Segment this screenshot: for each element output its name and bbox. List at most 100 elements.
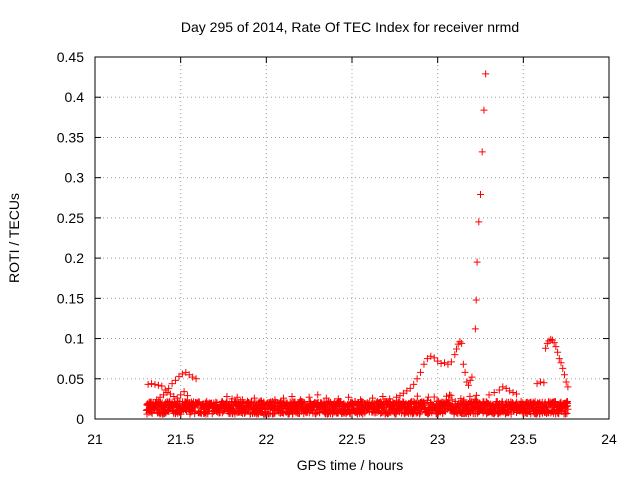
data-point [495, 386, 503, 394]
data-point [506, 387, 514, 395]
y-tick-label: 0.2 [65, 250, 85, 266]
data-point [440, 406, 448, 414]
data-point [560, 371, 568, 379]
y-tick-labels: 0 0.05 0.1 0.15 0.2 0.25 0.3 0.35 0.4 0.45 [57, 49, 84, 427]
data-point [451, 351, 459, 359]
data-point [151, 380, 159, 388]
data-point [480, 106, 488, 114]
data-point [490, 388, 498, 396]
x-tick-label: 24 [601, 431, 617, 447]
data-point [420, 360, 428, 368]
data-point [562, 378, 570, 386]
y-tick-label: 0.35 [57, 129, 84, 145]
data-point [512, 390, 520, 398]
data-point [545, 337, 553, 345]
data-point [441, 359, 449, 367]
data-point [542, 344, 550, 352]
data-point [413, 375, 421, 383]
y-tick-label: 0.45 [57, 49, 84, 65]
x-tick-label: 22.5 [338, 431, 365, 447]
x-tick-label: 21 [87, 431, 103, 447]
data-point [563, 398, 571, 406]
data-point [163, 388, 171, 396]
data-point [555, 409, 563, 417]
data-point [177, 391, 185, 399]
data-point [158, 382, 166, 390]
data-point [555, 355, 563, 363]
data-point [465, 381, 473, 389]
data-point [477, 191, 484, 199]
data-point [552, 343, 560, 351]
data-point [554, 348, 562, 356]
data-point [550, 339, 558, 347]
data-point [461, 368, 469, 376]
data-point [463, 378, 471, 386]
data-point [485, 391, 493, 399]
data-point [410, 380, 418, 388]
chart-title: Day 295 of 2014, Rate Of TEC Index for r… [181, 19, 519, 35]
data-point [482, 70, 490, 78]
data-point [475, 218, 483, 226]
data-points [143, 70, 572, 418]
data-point [430, 393, 438, 401]
y-tick-label: 0.3 [65, 170, 85, 186]
data-point [288, 392, 296, 400]
data-point [557, 359, 565, 367]
data-point [417, 368, 425, 376]
y-tick-label: 0 [76, 411, 84, 427]
data-point [424, 410, 432, 418]
data-point [547, 335, 555, 343]
data-point [540, 379, 548, 387]
data-point [447, 358, 455, 366]
x-tick-label: 21.5 [167, 431, 194, 447]
data-point [459, 360, 467, 368]
data-point [459, 397, 467, 405]
data-point [564, 383, 572, 391]
data-point [180, 388, 188, 396]
x-tick-labels: 21 21.5 22 22.5 23 23.5 24 [87, 431, 617, 447]
data-point [430, 354, 438, 362]
data-point [413, 392, 421, 400]
data-point [379, 392, 387, 400]
data-point [406, 384, 414, 392]
data-point [184, 392, 192, 400]
data-point [536, 378, 544, 386]
data-point [301, 399, 309, 407]
data-point [448, 396, 456, 404]
data-point [509, 388, 517, 396]
data-point [460, 396, 468, 404]
data-point [499, 383, 507, 391]
y-axis-title: ROTI / TECUs [6, 193, 22, 283]
y-tick-label: 0.15 [57, 290, 84, 306]
data-point [165, 384, 173, 392]
data-point [466, 376, 474, 384]
data-point [233, 393, 241, 401]
data-point [314, 391, 322, 399]
data-point [168, 380, 176, 388]
data-point [427, 399, 435, 407]
data-point [345, 393, 353, 401]
data-point [178, 370, 186, 378]
data-point [473, 258, 481, 266]
data-point [478, 148, 486, 156]
data-point [189, 373, 197, 381]
data-point [154, 381, 162, 389]
data-point [148, 380, 156, 388]
data-point [192, 375, 200, 383]
grid [95, 57, 609, 419]
x-tick-label: 23.5 [510, 431, 537, 447]
data-point [563, 409, 571, 417]
y-tick-label: 0.25 [57, 210, 84, 226]
data-point [559, 364, 567, 372]
data-point [453, 345, 461, 353]
x-tick-label: 22 [259, 431, 275, 447]
data-point [472, 296, 480, 304]
y-tick-label: 0.1 [65, 331, 85, 347]
plot-frame [94, 56, 610, 420]
data-point [427, 352, 435, 360]
data-point [144, 380, 152, 388]
data-point [172, 376, 180, 384]
data-point [369, 394, 377, 402]
data-point [437, 359, 445, 367]
